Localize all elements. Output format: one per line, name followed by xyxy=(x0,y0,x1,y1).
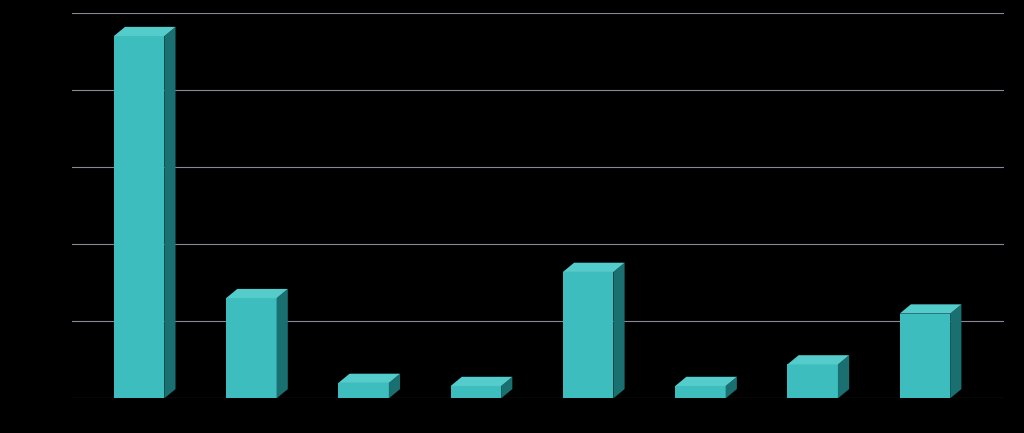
Polygon shape xyxy=(613,263,625,398)
Polygon shape xyxy=(501,377,512,398)
Polygon shape xyxy=(787,355,849,365)
Polygon shape xyxy=(114,27,175,36)
Polygon shape xyxy=(900,313,950,398)
Polygon shape xyxy=(114,36,164,398)
Polygon shape xyxy=(838,355,849,398)
Polygon shape xyxy=(675,377,737,386)
Polygon shape xyxy=(563,272,613,398)
Polygon shape xyxy=(338,383,389,398)
Polygon shape xyxy=(675,386,726,398)
Polygon shape xyxy=(451,386,501,398)
Polygon shape xyxy=(563,263,625,272)
Polygon shape xyxy=(900,304,962,313)
Polygon shape xyxy=(276,289,288,398)
Polygon shape xyxy=(226,298,276,398)
Polygon shape xyxy=(451,377,512,386)
Polygon shape xyxy=(787,365,838,398)
Polygon shape xyxy=(338,374,400,383)
Polygon shape xyxy=(226,289,288,298)
Polygon shape xyxy=(950,304,962,398)
Polygon shape xyxy=(164,27,175,398)
Polygon shape xyxy=(726,377,737,398)
Polygon shape xyxy=(389,374,400,398)
